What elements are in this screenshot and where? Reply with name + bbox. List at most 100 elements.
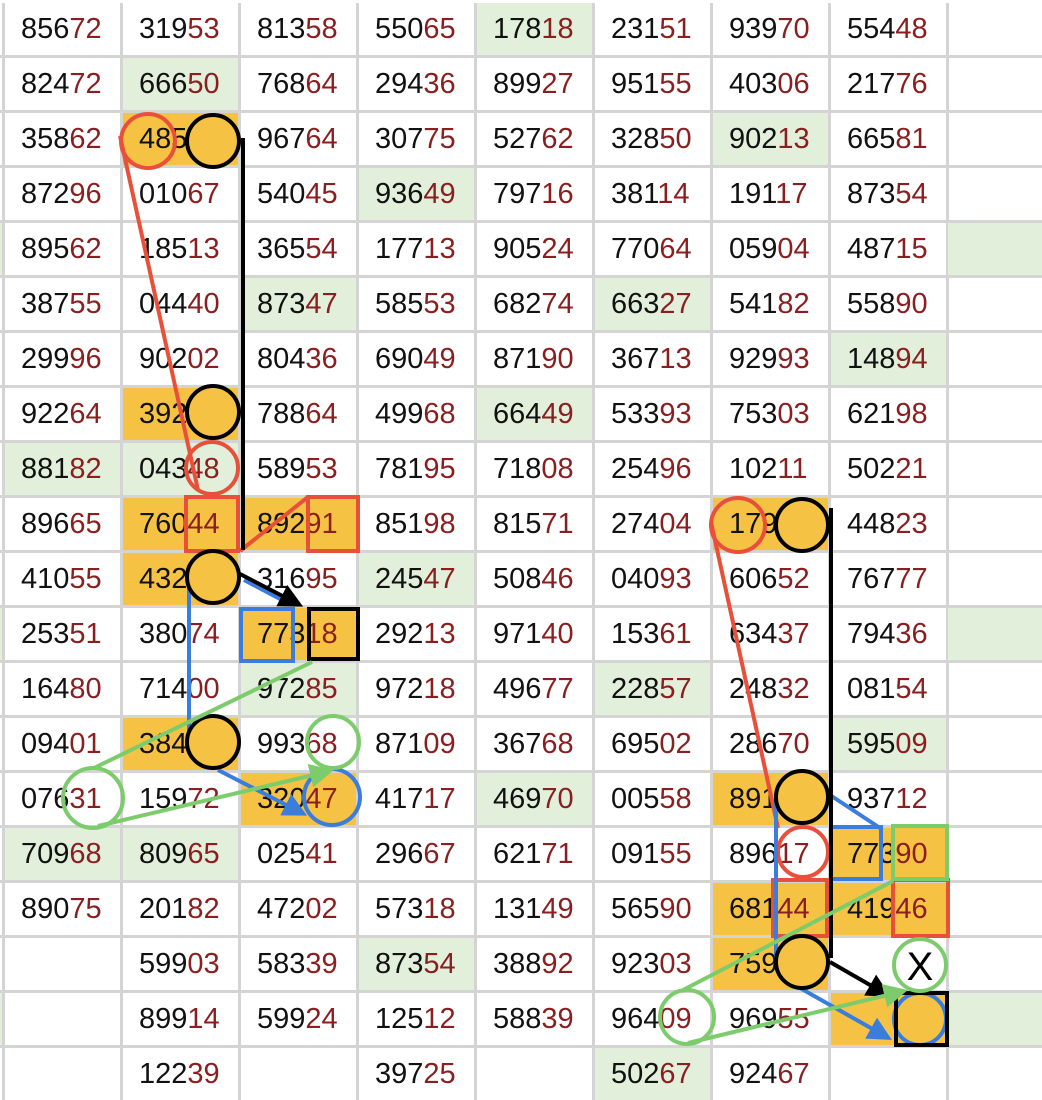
edge-cell[interactable] bbox=[948, 3, 1042, 58]
number-cell[interactable]: 32850 bbox=[595, 113, 713, 168]
number-cell[interactable]: 24547 bbox=[359, 553, 477, 608]
number-cell[interactable]: 68274 bbox=[477, 278, 595, 333]
number-cell[interactable]: 58553 bbox=[359, 278, 477, 333]
empty-cell[interactable] bbox=[5, 1048, 123, 1100]
edge-cell[interactable] bbox=[948, 773, 1042, 828]
number-cell[interactable]: 88182 bbox=[5, 443, 123, 498]
number-cell[interactable]: 81571 bbox=[477, 498, 595, 553]
edge-cell[interactable] bbox=[0, 828, 5, 883]
number-cell[interactable]: 80436 bbox=[241, 333, 359, 388]
number-cell[interactable]: 78195 bbox=[359, 443, 477, 498]
number-cell[interactable]: 55065 bbox=[359, 3, 477, 58]
number-cell[interactable]: 90213 bbox=[713, 113, 831, 168]
number-cell[interactable]: 59903 bbox=[123, 938, 241, 993]
number-cell[interactable]: 04440 bbox=[123, 278, 241, 333]
edge-cell[interactable] bbox=[948, 58, 1042, 113]
edge-cell[interactable] bbox=[0, 58, 5, 113]
number-cell[interactable]: 01067 bbox=[123, 168, 241, 223]
edge-cell[interactable] bbox=[0, 1048, 5, 1100]
number-cell[interactable]: 17713 bbox=[359, 223, 477, 278]
number-cell[interactable]: 95155 bbox=[595, 58, 713, 113]
number-cell[interactable]: 41717 bbox=[359, 773, 477, 828]
number-cell[interactable]: 89075 bbox=[5, 883, 123, 938]
number-cell[interactable]: 97140 bbox=[477, 608, 595, 663]
number-cell[interactable]: 50221 bbox=[831, 443, 949, 498]
edge-cell[interactable] bbox=[0, 883, 5, 938]
number-cell[interactable]: 89665 bbox=[5, 498, 123, 553]
number-cell[interactable]: 38755 bbox=[5, 278, 123, 333]
edge-cell[interactable] bbox=[948, 223, 1042, 278]
number-cell[interactable]: 87190 bbox=[477, 333, 595, 388]
number-cell[interactable]: 76864 bbox=[241, 58, 359, 113]
number-cell[interactable]: 29996 bbox=[5, 333, 123, 388]
number-cell[interactable]: 31953 bbox=[123, 3, 241, 58]
number-cell[interactable]: 46970 bbox=[477, 773, 595, 828]
number-cell[interactable]: 89927 bbox=[477, 58, 595, 113]
number-cell[interactable]: 93970 bbox=[713, 3, 831, 58]
number-cell[interactable]: 24832 bbox=[713, 663, 831, 718]
number-cell[interactable]: 40306 bbox=[713, 58, 831, 113]
number-cell[interactable]: 54182 bbox=[713, 278, 831, 333]
edge-cell[interactable] bbox=[0, 333, 5, 388]
number-cell[interactable]: 53393 bbox=[595, 388, 713, 443]
edge-cell[interactable] bbox=[948, 608, 1042, 663]
number-cell[interactable]: 55890 bbox=[831, 278, 949, 333]
number-cell[interactable]: 92303 bbox=[595, 938, 713, 993]
edge-cell[interactable] bbox=[948, 993, 1042, 1048]
edge-cell[interactable] bbox=[0, 718, 5, 773]
number-cell[interactable]: 47202 bbox=[241, 883, 359, 938]
number-cell[interactable]: 56590 bbox=[595, 883, 713, 938]
number-cell[interactable]: 66327 bbox=[595, 278, 713, 333]
number-cell[interactable]: 23151 bbox=[595, 3, 713, 58]
number-cell[interactable]: 92264 bbox=[5, 388, 123, 443]
edge-cell[interactable] bbox=[948, 498, 1042, 553]
edge-cell[interactable] bbox=[0, 388, 5, 443]
empty-cell[interactable] bbox=[477, 1048, 595, 1100]
number-cell[interactable]: 87354 bbox=[831, 168, 949, 223]
number-cell[interactable]: 58839 bbox=[477, 993, 595, 1048]
number-cell[interactable]: 90524 bbox=[477, 223, 595, 278]
number-cell[interactable]: 78864 bbox=[241, 388, 359, 443]
number-cell[interactable]: 04348 bbox=[123, 443, 241, 498]
edge-cell[interactable] bbox=[0, 663, 5, 718]
number-cell[interactable]: 29436 bbox=[359, 58, 477, 113]
number-cell[interactable]: 35862 bbox=[5, 113, 123, 168]
number-cell[interactable]: 36768 bbox=[477, 718, 595, 773]
edge-cell[interactable] bbox=[0, 113, 5, 168]
number-cell[interactable]: 66449 bbox=[477, 388, 595, 443]
number-cell[interactable]: 12239 bbox=[123, 1048, 241, 1100]
number-cell[interactable]: 36554 bbox=[241, 223, 359, 278]
number-cell[interactable]: 27404 bbox=[595, 498, 713, 553]
edge-cell[interactable] bbox=[0, 553, 5, 608]
number-cell[interactable]: 57318 bbox=[359, 883, 477, 938]
number-cell[interactable]: 05904 bbox=[713, 223, 831, 278]
number-cell[interactable]: 79716 bbox=[477, 168, 595, 223]
number-cell[interactable]: 49677 bbox=[477, 663, 595, 718]
number-cell[interactable]: 18513 bbox=[123, 223, 241, 278]
number-cell[interactable]: 87347 bbox=[241, 278, 359, 333]
number-cell[interactable]: 99368 bbox=[241, 718, 359, 773]
number-cell[interactable]: 29213 bbox=[359, 608, 477, 663]
number-cell[interactable]: 96764 bbox=[241, 113, 359, 168]
number-cell[interactable]: 79436 bbox=[831, 608, 949, 663]
number-cell[interactable]: 50846 bbox=[477, 553, 595, 608]
edge-cell[interactable] bbox=[948, 333, 1042, 388]
edge-cell[interactable] bbox=[0, 608, 5, 663]
number-cell[interactable]: 29667 bbox=[359, 828, 477, 883]
empty-cell[interactable] bbox=[5, 993, 123, 1048]
number-cell[interactable]: 10211 bbox=[713, 443, 831, 498]
number-cell[interactable]: 39725 bbox=[359, 1048, 477, 1100]
edge-cell[interactable] bbox=[948, 938, 1042, 993]
number-cell[interactable]: 71400 bbox=[123, 663, 241, 718]
number-cell[interactable]: 97218 bbox=[359, 663, 477, 718]
number-cell[interactable]: 87296 bbox=[5, 168, 123, 223]
number-cell[interactable]: 00558 bbox=[595, 773, 713, 828]
number-cell[interactable]: 30775 bbox=[359, 113, 477, 168]
number-cell[interactable]: 62198 bbox=[831, 388, 949, 443]
number-cell[interactable]: 70968 bbox=[5, 828, 123, 883]
number-cell[interactable]: 92467 bbox=[713, 1048, 831, 1100]
number-cell[interactable]: 38892 bbox=[477, 938, 595, 993]
number-cell[interactable]: 52762 bbox=[477, 113, 595, 168]
number-cell[interactable]: 66650 bbox=[123, 58, 241, 113]
edge-cell[interactable] bbox=[0, 773, 5, 828]
